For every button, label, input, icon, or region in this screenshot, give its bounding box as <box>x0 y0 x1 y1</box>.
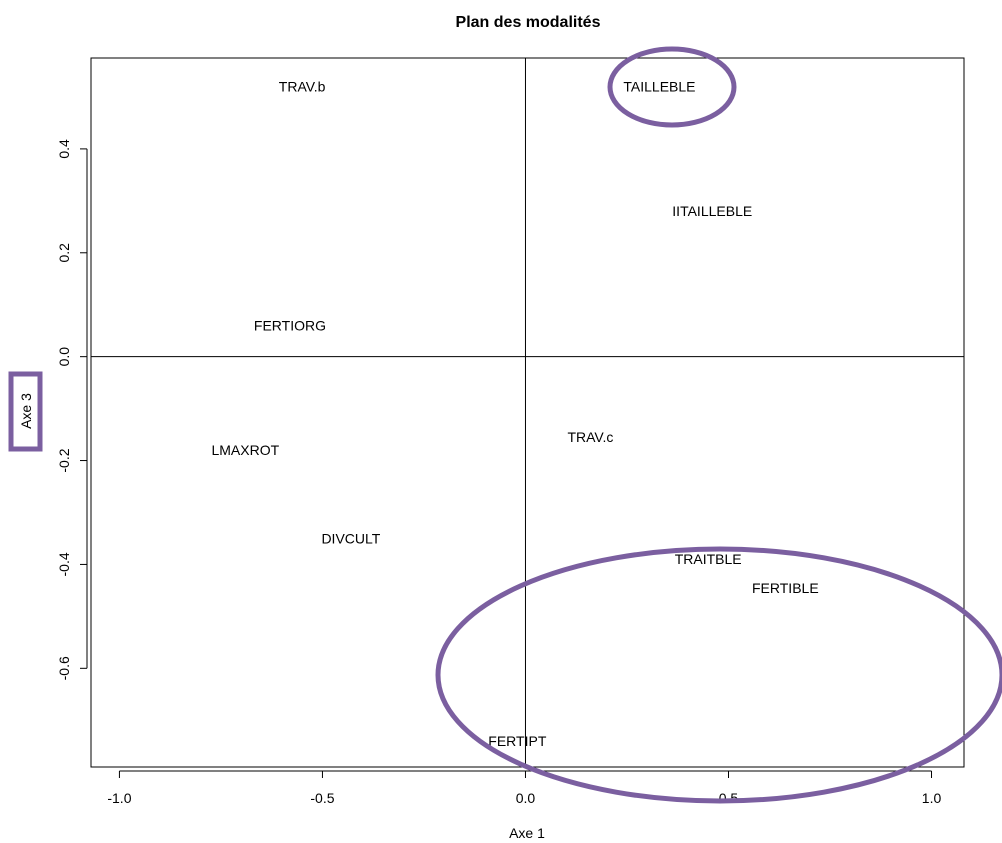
y-tick-label: -0.6 <box>56 656 72 680</box>
chart-title: Plan des modalités <box>456 14 601 31</box>
y-tick-label: 0.4 <box>56 139 72 159</box>
highlight-box-y-axis-label <box>8 371 43 452</box>
point-label-iitailleble: IITAILLEBLE <box>672 203 752 219</box>
y-axis: -0.6 -0.4 -0.2 0.0 0.2 0.4 <box>56 139 88 680</box>
x-axis: -1.0 -0.5 0.0 0.5 1.0 <box>107 770 942 806</box>
point-label-fertiorg: FERTIORG <box>254 317 326 333</box>
y-tick-label: 0.2 <box>56 243 72 263</box>
x-tick-label: 0.0 <box>516 790 536 806</box>
plot-frame <box>90 57 965 768</box>
y-tick-label: -0.4 <box>56 552 72 576</box>
point-label-trav-b: TRAV.b <box>279 79 326 95</box>
point-label-fertipt: FERTIPT <box>488 733 547 749</box>
x-axis-label: Axe 1 <box>509 825 545 841</box>
x-tick-label: 0.5 <box>719 790 739 806</box>
point-label-divcult: DIVCULT <box>321 530 380 546</box>
point-label-tailleble: TAILLEBLE <box>623 79 695 95</box>
point-labels: TRAV.b TAILLEBLE IITAILLEBLE FERTIORG LMAXRO… <box>211 79 818 749</box>
y-tick-label: -0.2 <box>56 448 72 472</box>
x-tick-label: -0.5 <box>310 790 334 806</box>
y-tick-label: 0.0 <box>56 347 72 367</box>
x-tick-label: -1.0 <box>107 790 131 806</box>
highlight-ellipse-tailleble <box>607 46 737 128</box>
highlight-ellipse-fertilization-group <box>435 546 1002 804</box>
point-label-lmaxrot: LMAXROT <box>211 442 279 458</box>
point-label-fertible: FERTIBLE <box>752 580 819 596</box>
y-axis-label: Axe 3 <box>18 393 34 429</box>
highlight-annotations <box>8 46 1002 804</box>
point-label-trav-c: TRAV.c <box>567 429 613 445</box>
point-label-traitble: TRAITBLE <box>675 551 742 567</box>
x-tick-label: 1.0 <box>922 790 942 806</box>
